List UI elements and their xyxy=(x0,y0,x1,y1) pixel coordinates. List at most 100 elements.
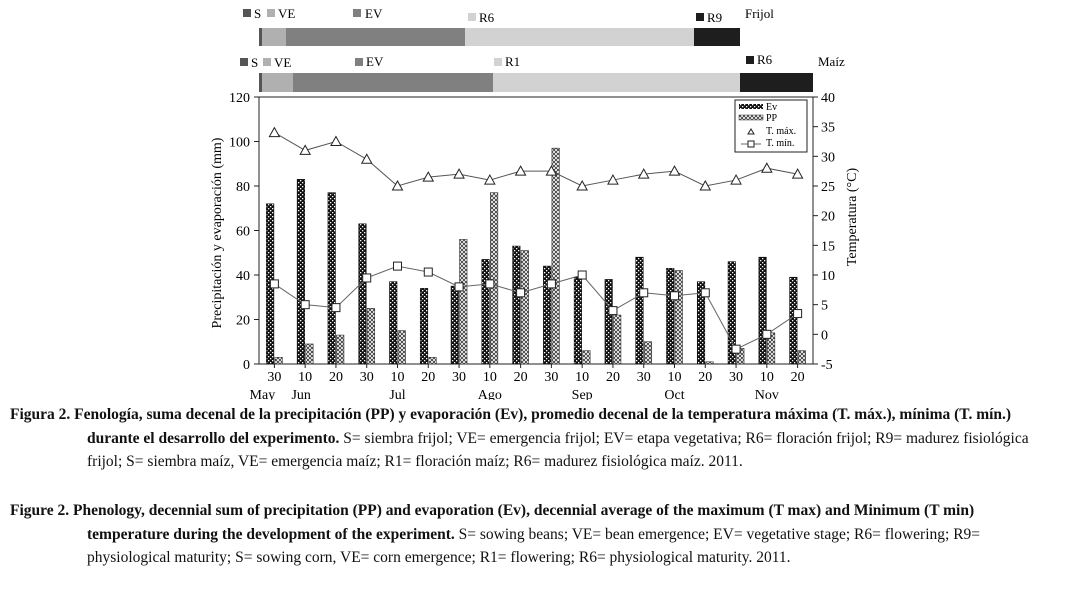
beans-legend-EV: EV xyxy=(365,6,383,21)
tmin-point xyxy=(546,279,556,289)
legend-tmin-symbol xyxy=(747,140,755,148)
tmin-point xyxy=(331,303,341,313)
month-label: Jul xyxy=(389,388,405,400)
ev-bar xyxy=(543,265,552,365)
beans-stage-VE xyxy=(262,28,286,46)
ev-bar xyxy=(481,259,490,365)
chart-legend: Ev PP T. máx. T. mín. xyxy=(734,99,808,153)
ev-bar xyxy=(635,256,644,365)
x-axis-tick-label: 20 xyxy=(791,370,805,385)
legend-tmax-symbol xyxy=(747,128,755,135)
left-axis-tick-label: 0 xyxy=(243,358,250,373)
axes-layer: 0 20 40 60 80 100 120 -5 0 5 10 15 20 25 30 35 40 30 10 20 3… xyxy=(229,91,835,400)
tmax-point xyxy=(268,126,281,138)
x-axis-tick-label: 20 xyxy=(698,370,712,385)
right-axis-tick-label: 30 xyxy=(821,150,835,165)
tmin-point xyxy=(670,291,679,301)
corn-stage-EV xyxy=(293,73,493,92)
tmax-line xyxy=(274,132,798,187)
right-axis-tick-label: -5 xyxy=(821,358,833,373)
caption-es-body: S= siembra frijol; VE= emergencia frijol… xyxy=(87,429,1029,471)
corn-legend-swatch-VE xyxy=(263,58,271,66)
legend-tmax-label: T. máx. xyxy=(766,126,796,137)
x-axis-tick-label: 30 xyxy=(729,370,743,385)
left-axis-tick-label: 20 xyxy=(236,314,250,329)
tmin-point xyxy=(454,282,464,292)
right-axis-tick-label: 20 xyxy=(821,210,835,225)
ev-bar xyxy=(358,223,367,365)
caption-es-label: Figura 2. xyxy=(10,406,71,423)
tmin-point xyxy=(793,309,803,319)
beans-stage-R6 xyxy=(465,28,694,46)
month-label: May xyxy=(250,388,276,400)
pp-bar xyxy=(366,308,376,365)
caption-en-body: S= sowing beans; VE= bean emergence; EV=… xyxy=(87,525,981,567)
right-axis-tick-label: 25 xyxy=(821,180,835,195)
left-axis-tick-label: 100 xyxy=(229,136,250,151)
tmax-point xyxy=(576,179,589,191)
tmin-line xyxy=(274,265,798,350)
ev-bar xyxy=(696,281,706,365)
ev-bar xyxy=(604,279,613,365)
pp-bar xyxy=(797,350,806,365)
beans-legend-R9: R9 xyxy=(707,10,722,25)
tmin-point xyxy=(731,344,741,354)
left-axis-title: Precipitación y evaporación (mm) xyxy=(210,137,225,328)
x-axis-tick-label: 20 xyxy=(329,370,343,385)
beans-legend-R6: R6 xyxy=(479,10,495,25)
corn-legend-swatch-R1 xyxy=(494,58,502,66)
tmax-point xyxy=(545,165,558,176)
legend-ev-label: Ev xyxy=(766,102,777,113)
corn-legend-R1: R1 xyxy=(505,54,520,69)
x-axis-tick-label: 10 xyxy=(760,370,774,385)
right-axis-title: Temperatura (°C) xyxy=(845,168,860,267)
x-axis-tick-label: 10 xyxy=(483,370,497,385)
pp-bar xyxy=(305,343,314,365)
tmax-point xyxy=(299,144,312,155)
caption-en-label: Figure 2. xyxy=(10,502,70,519)
pp-bar xyxy=(336,334,345,365)
pp-bar xyxy=(428,357,437,365)
lines-layer xyxy=(268,126,804,354)
x-axis-tick-label: 10 xyxy=(575,370,589,385)
right-axis-tick-label: 0 xyxy=(821,328,828,343)
right-axis-tick-label: 5 xyxy=(821,299,828,314)
beans-legend-swatch-R9 xyxy=(696,13,704,21)
tmin-point xyxy=(423,267,433,277)
ev-bar xyxy=(758,256,767,365)
corn-crop-label: Maíz xyxy=(818,54,845,69)
tmax-point xyxy=(637,168,650,179)
corn-legend-S: S xyxy=(251,55,258,70)
tmin-point xyxy=(516,288,526,298)
tmin-point xyxy=(639,288,649,298)
phenology-corn: S VE EV R1 R6 Maíz xyxy=(240,52,845,92)
caption-en-title: Phenology, decennial sum of precipitatio… xyxy=(73,502,975,543)
x-axis-tick-label: 20 xyxy=(514,370,528,385)
pp-bar xyxy=(274,357,283,365)
tmax-point xyxy=(422,171,435,182)
x-axis-tick-label: 30 xyxy=(360,370,374,385)
tmin-point xyxy=(577,270,587,280)
ev-bar xyxy=(389,281,398,365)
beans-legend-swatch-R6 xyxy=(468,13,476,21)
tmax-point xyxy=(330,135,342,146)
right-axis-tick-label: 40 xyxy=(821,91,835,106)
left-axis-tick-label: 40 xyxy=(236,269,250,284)
beans-crop-label: Frijol xyxy=(745,6,774,21)
tmax-point xyxy=(730,174,742,185)
x-axis-tick-label: 30 xyxy=(452,370,466,385)
pp-bar xyxy=(397,330,406,365)
right-axis-tick-label: 10 xyxy=(821,269,835,284)
ev-bar xyxy=(450,285,459,365)
ev-bar xyxy=(666,268,675,365)
tmin-point xyxy=(762,329,772,339)
pp-bar xyxy=(613,314,622,365)
tmax-point xyxy=(391,179,404,191)
corn-legend-swatch-R6 xyxy=(746,56,754,64)
tmin-point xyxy=(485,279,495,289)
beans-legend-S: S xyxy=(254,6,261,21)
x-axis-tick-label: 30 xyxy=(544,370,558,385)
pp-bar xyxy=(490,192,499,365)
caption-es-title: Fenología, suma decenal de la precipitac… xyxy=(74,406,1012,447)
pp-bar xyxy=(674,270,683,365)
